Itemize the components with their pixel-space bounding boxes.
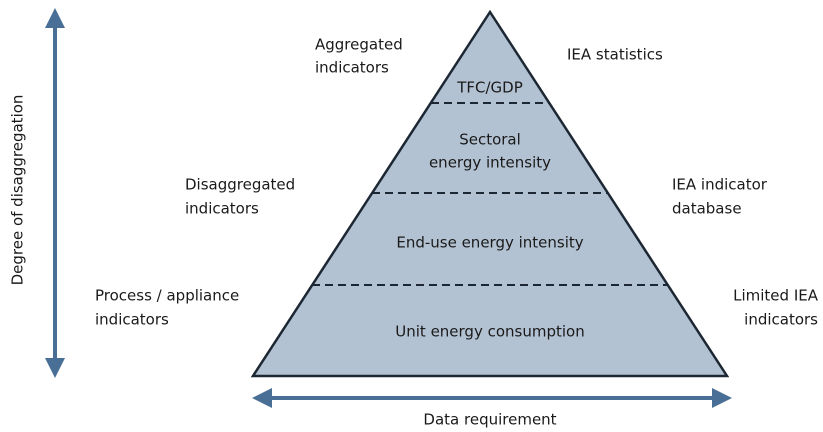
level-label: End-use energy intensity [396,234,583,252]
right-label: database [672,200,742,218]
level-label: Unit energy consumption [395,323,584,341]
axis-label: Data requirement [423,411,556,429]
left-label: indicators [315,59,389,77]
right-label: IEA statistics [567,46,663,64]
axis-label: Degree of disaggregation [9,95,27,286]
left-label: Disaggregated [185,176,295,194]
left-label: Process / appliance [95,287,239,305]
right-label: Limited IEA [733,287,819,305]
level-label: TFC/GDP [456,79,523,97]
level-label: energy intensity [429,154,551,172]
right-label: IEA indicator [672,176,768,194]
left-label: Aggregated [315,36,403,54]
left-label: indicators [185,200,259,218]
right-label: indicators [744,311,818,329]
left-label: indicators [95,311,169,329]
level-label: Sectoral [459,131,521,149]
